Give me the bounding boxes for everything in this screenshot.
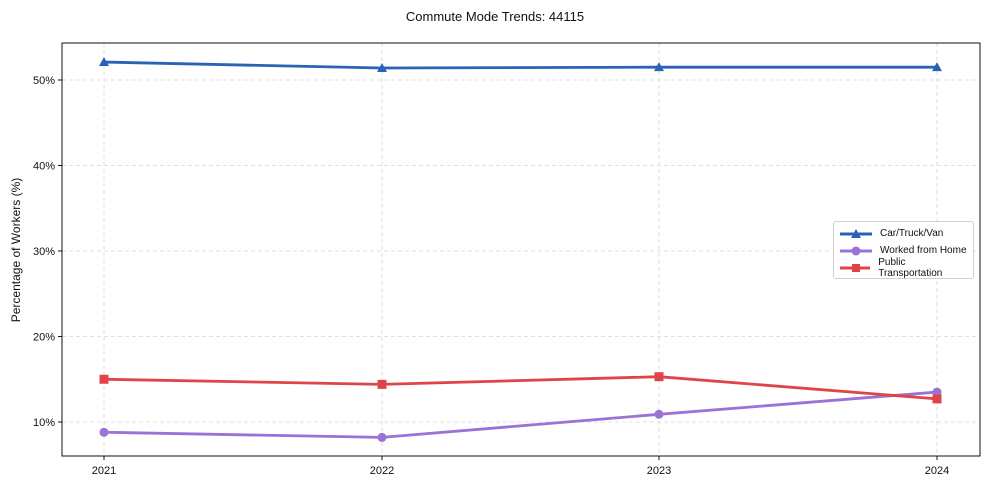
square-marker-icon [840,263,871,272]
x-tick-label: 2023 [647,465,671,477]
legend-label: Public Transportation [878,256,943,279]
legend: Car/Truck/Van Worked from Home Public Tr… [833,221,974,279]
data-point [932,387,942,397]
chart-title: Commute Mode Trends: 44115 [405,9,585,24]
triangle-marker-icon [840,228,872,238]
plot-frame [61,42,981,457]
data-point [932,62,942,72]
y-tick-label: 40% [33,161,55,173]
y-tick-label: 30% [33,246,55,258]
data-point [654,372,664,382]
legend-item-wfh: Worked from Home [840,242,967,259]
y-tick-label: 20% [33,332,55,344]
x-tick-label: 2024 [925,465,949,477]
data-point [99,374,109,384]
data-point [654,409,664,419]
circle-marker-icon [840,246,872,255]
x-tick-label: 2021 [92,465,116,477]
data-point [377,63,387,73]
x-tick-label: 2022 [370,465,394,477]
series-line [103,375,938,401]
legend-label: Worked from Home [880,245,967,256]
data-point [99,57,109,67]
legend-item-public-transport: Public Transportation [840,256,967,279]
y-tick-label: 50% [33,75,55,87]
data-point [377,379,387,389]
data-point [654,62,664,72]
legend-item-car: Car/Truck/Van [840,225,967,242]
data-point [932,394,942,404]
series-line [103,390,938,439]
series-line [103,60,937,70]
data-point [377,432,387,442]
y-tick-label: 10% [33,417,55,429]
legend-label: Car/Truck/Van [880,228,944,239]
data-point [99,427,109,437]
